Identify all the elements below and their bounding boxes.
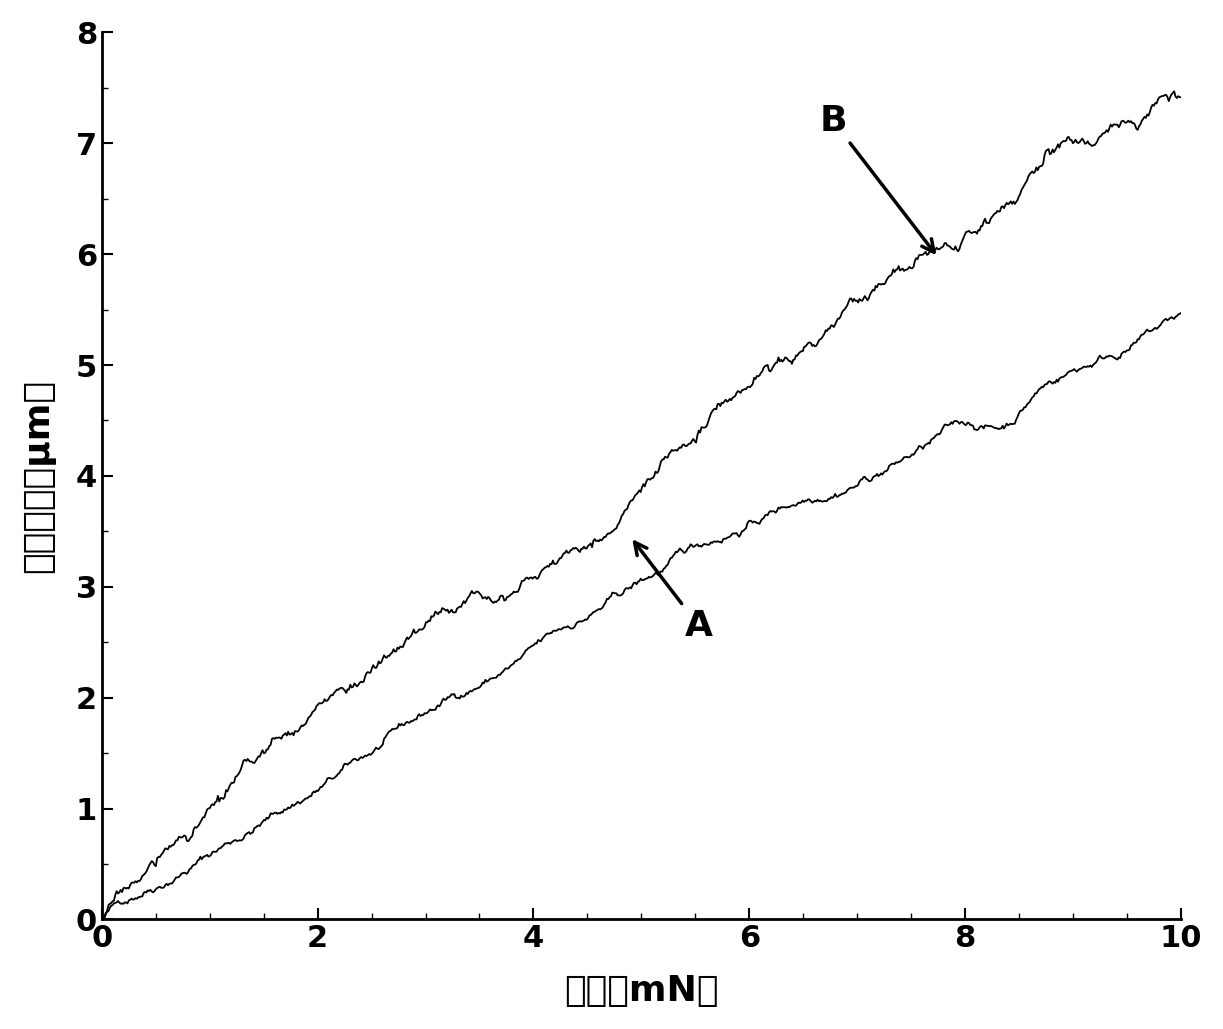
Text: B: B [819,104,934,252]
X-axis label: 载荷（mN）: 载荷（mN） [564,974,719,1008]
Y-axis label: 压入深度（μm）: 压入深度（μm） [21,379,55,573]
Text: A: A [635,542,713,642]
